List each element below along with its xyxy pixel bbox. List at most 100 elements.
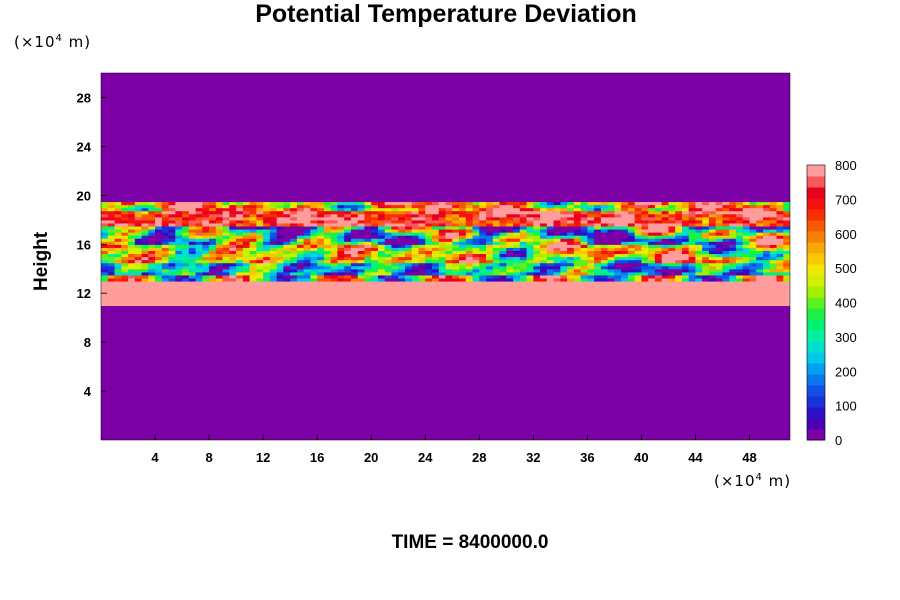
field-cell (161, 235, 170, 239)
field-cell (533, 305, 541, 310)
field-cell (492, 268, 501, 273)
field-cell (141, 198, 149, 203)
field-cell (263, 293, 271, 297)
field-cell (269, 198, 278, 203)
field-cell (600, 277, 609, 282)
field-cell (567, 280, 575, 285)
colorbar-tick-label: 100 (835, 399, 857, 414)
field-cell (492, 228, 501, 233)
field-cell (560, 271, 568, 276)
field-cell (607, 265, 615, 270)
field-cell (486, 222, 494, 227)
field-cell (783, 244, 790, 248)
field-cell (729, 210, 737, 215)
field-cell (182, 284, 190, 288)
field-cell (668, 265, 676, 270)
field-cell (654, 271, 663, 276)
field-cell (161, 259, 170, 264)
field-cell (661, 213, 670, 218)
field-cell (722, 216, 730, 221)
field-cell (290, 201, 298, 206)
field-cell (263, 256, 271, 261)
field-cell (161, 225, 170, 230)
field-cell (492, 235, 501, 239)
field-cell (681, 253, 690, 258)
field-cell (553, 284, 561, 288)
field-cell (479, 225, 487, 230)
field-cell (344, 284, 352, 288)
field-cell (472, 302, 480, 307)
field-cell (182, 262, 190, 267)
field-cell (357, 284, 366, 288)
field-cell (648, 259, 656, 264)
field-cell (222, 198, 230, 203)
field-cell (695, 262, 703, 267)
field-cell (499, 277, 507, 282)
field-cell (600, 305, 609, 310)
field-cell (648, 277, 656, 282)
field-cell (276, 228, 284, 233)
field-cell (715, 268, 724, 273)
field-cell (303, 219, 312, 224)
field-cell (769, 256, 778, 261)
field-cell (492, 299, 501, 303)
field-cell (600, 265, 609, 270)
field-cell (229, 232, 237, 236)
field-cell (431, 207, 440, 212)
field-cell (553, 262, 561, 267)
field-cell (654, 232, 663, 236)
field-cell (729, 259, 737, 264)
field-cell (742, 228, 751, 233)
field-cell (587, 284, 595, 288)
field-cell (702, 299, 710, 303)
field-cell (290, 225, 298, 230)
field-cell (607, 284, 615, 288)
field-cell (519, 228, 528, 233)
field-cell (222, 296, 230, 300)
field-cell (377, 268, 386, 273)
field-cell (101, 290, 109, 294)
field-cell (398, 299, 406, 303)
field-cell (296, 213, 305, 218)
field-cell (661, 265, 670, 270)
field-cell (121, 204, 129, 209)
field-cell (121, 247, 129, 251)
field-cell (222, 299, 230, 303)
field-cell (182, 219, 190, 224)
field-cell (202, 207, 210, 212)
field-cell (702, 274, 710, 279)
field-cell (533, 271, 541, 276)
field-cell (101, 232, 109, 236)
field-cell (141, 305, 149, 310)
field-cell (114, 222, 122, 227)
field-cell (269, 268, 278, 273)
field-cell (438, 274, 447, 279)
field-cell (425, 213, 433, 218)
field-cell (256, 256, 264, 261)
field-cell (567, 290, 575, 294)
field-cell (661, 238, 670, 242)
field-cell (614, 244, 622, 248)
field-cell (769, 268, 778, 273)
field-cell (459, 299, 467, 303)
field-cell (161, 250, 170, 255)
field-cell (668, 216, 676, 221)
field-cell (540, 290, 548, 294)
field-cell (621, 210, 629, 215)
field-cell (688, 277, 697, 282)
field-cell (749, 225, 757, 230)
field-cell (330, 232, 339, 236)
field-cell (735, 232, 744, 236)
field-cell (783, 287, 790, 291)
field-cell (688, 250, 697, 255)
field-cell (263, 204, 271, 209)
field-cell (783, 250, 790, 255)
field-cell (121, 213, 129, 218)
field-cell (317, 235, 325, 239)
field-cell (323, 238, 332, 242)
field-cell (492, 284, 501, 288)
field-cell (607, 241, 615, 245)
field-cell (688, 287, 697, 291)
field-cell (236, 253, 244, 258)
field-cell (702, 302, 710, 307)
